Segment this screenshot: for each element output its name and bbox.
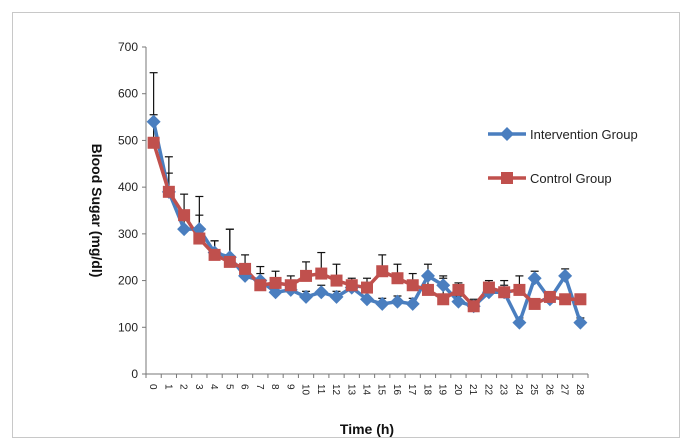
x-tick-label: 22 (482, 384, 493, 396)
x-tick-label: 1 (162, 384, 173, 390)
x-tick-label: 4 (208, 384, 219, 390)
data-point-square (376, 265, 389, 278)
x-tick-label: 24 (513, 384, 524, 396)
x-tick-label: 3 (193, 384, 204, 390)
data-point-diamond (299, 289, 314, 304)
data-point-square (315, 267, 328, 280)
data-point-square (361, 281, 373, 294)
x-tick-label: 7 (254, 384, 265, 390)
chart-frame (12, 12, 680, 438)
data-point-square (513, 283, 526, 296)
legend-marker-diamond (500, 127, 514, 141)
series-markers (146, 114, 588, 330)
data-point-square (300, 269, 313, 282)
x-tick-label: 5 (223, 384, 234, 390)
data-point-square (239, 262, 252, 275)
data-point-square (147, 136, 160, 149)
data-point-square (269, 276, 282, 289)
x-tick-label: 19 (437, 384, 448, 396)
legend-label: Intervention Group (530, 127, 638, 142)
data-point-diamond (512, 315, 527, 330)
x-tick-label: 9 (284, 384, 295, 390)
data-point-square (421, 283, 434, 296)
data-point-square (406, 279, 419, 292)
x-tick-label: 10 (300, 384, 311, 396)
data-point-diamond (329, 289, 344, 304)
data-point-diamond (146, 114, 161, 129)
y-tick-label: 100 (118, 320, 138, 334)
y-tick-label: 200 (118, 274, 138, 288)
data-point-diamond (436, 278, 451, 293)
data-point-square (452, 283, 465, 296)
x-tick-label: 14 (361, 384, 372, 396)
x-tick-label: 26 (543, 384, 554, 396)
x-tick-label: 0 (147, 384, 158, 390)
data-point-square (193, 232, 206, 245)
x-tick-label: 25 (528, 384, 539, 396)
x-tick-label: 20 (452, 384, 463, 396)
x-tick-label: 28 (574, 384, 585, 396)
data-point-diamond (405, 296, 420, 311)
x-tick-label: 6 (239, 384, 250, 390)
y-tick-label: 300 (118, 227, 138, 241)
data-point-diamond (573, 315, 588, 330)
data-point-square (543, 290, 556, 303)
data-point-square (330, 274, 343, 287)
x-tick-label: 2 (178, 384, 189, 390)
data-point-square (345, 279, 358, 292)
data-point-square (482, 281, 495, 294)
data-point-diamond (451, 294, 466, 309)
y-axis-label: Blood Sugar (mg/dl) (89, 144, 105, 278)
data-point-diamond (390, 294, 405, 309)
x-tick-label: 21 (467, 384, 478, 396)
x-tick-labels: 0 1 2 3 4 5 6 7 8 9 10 11 12 13 14 15 16 17 18 19 20 21 22 23 24… (147, 384, 585, 396)
data-point-diamond (360, 292, 374, 307)
data-point-square (559, 293, 572, 306)
data-point-square (391, 272, 404, 285)
data-point-diamond (558, 268, 573, 283)
data-point-square (437, 293, 450, 306)
data-point-diamond (375, 296, 390, 311)
x-tick-label: 11 (315, 384, 326, 395)
data-point-square (574, 293, 587, 306)
y-tick-label: 600 (118, 87, 138, 101)
x-tick-label: 18 (421, 384, 432, 396)
legend: Intervention Group Control Group (488, 127, 638, 186)
y-tick-label: 700 (118, 40, 138, 54)
data-point-diamond (527, 271, 542, 286)
data-point-square (467, 300, 480, 313)
x-tick-label: 23 (498, 384, 509, 396)
y-tick-label: 500 (118, 133, 138, 147)
data-point-square (284, 279, 297, 292)
x-tick-label: 8 (269, 384, 280, 390)
x-axis-label: Time (h) (340, 421, 394, 437)
x-tick-label: 27 (559, 384, 570, 396)
x-tick-label: 17 (406, 384, 417, 396)
y-tick-labels: 0 100 200 300 400 500 600 700 (118, 40, 138, 381)
data-point-diamond (420, 268, 435, 283)
data-point-square (162, 185, 175, 198)
x-tick-label: 16 (391, 384, 402, 396)
data-point-square (208, 248, 221, 261)
data-point-square (254, 279, 267, 292)
legend-marker-square (501, 172, 513, 184)
y-tick-label: 400 (118, 180, 138, 194)
y-tick-label: 0 (131, 367, 138, 381)
data-point-square (178, 209, 191, 222)
x-tick-label: 13 (345, 384, 356, 396)
data-point-square (223, 255, 236, 268)
data-point-square (528, 297, 541, 310)
data-point-diamond (314, 285, 329, 300)
axes (142, 46, 589, 378)
x-tick-label: 12 (330, 384, 341, 396)
x-tick-label: 15 (376, 384, 387, 396)
legend-label: Control Group (530, 171, 612, 186)
data-point-square (498, 286, 511, 299)
data-point-diamond (177, 222, 192, 237)
